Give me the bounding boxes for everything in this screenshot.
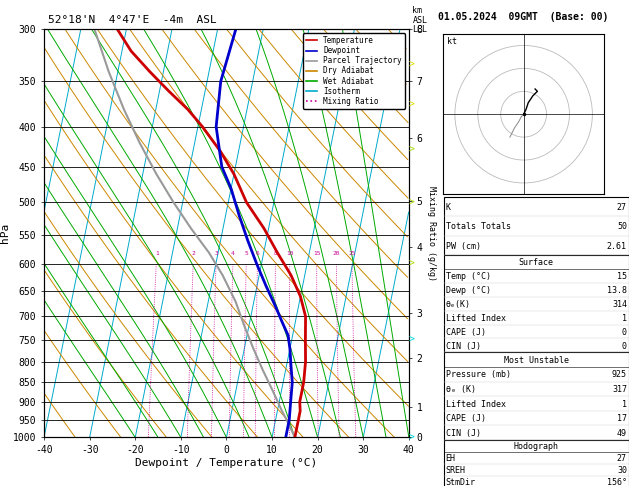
Text: 30: 30 — [617, 466, 627, 475]
Text: >: > — [409, 259, 415, 269]
Text: kt: kt — [447, 36, 457, 46]
Text: Totals Totals: Totals Totals — [446, 223, 511, 231]
Text: 13.8: 13.8 — [607, 286, 627, 295]
Bar — [443, 440, 629, 486]
Text: km
ASL: km ASL — [413, 6, 428, 25]
Text: 15: 15 — [617, 272, 627, 281]
Text: K: K — [446, 203, 450, 212]
Text: 1: 1 — [622, 399, 627, 409]
Text: 10: 10 — [286, 251, 294, 256]
Text: Hodograph: Hodograph — [514, 442, 559, 451]
Text: CIN (J): CIN (J) — [446, 429, 481, 438]
Text: >: > — [409, 197, 415, 208]
Text: 52°18'N  4°47'E  -4m  ASL: 52°18'N 4°47'E -4m ASL — [48, 15, 216, 25]
Text: 2: 2 — [192, 251, 196, 256]
Text: >: > — [409, 335, 415, 345]
Text: 49: 49 — [617, 429, 627, 438]
Text: θₑ(K): θₑ(K) — [446, 300, 470, 309]
Text: Most Unstable: Most Unstable — [504, 356, 569, 365]
Bar — [443, 255, 629, 352]
Text: 20: 20 — [333, 251, 340, 256]
X-axis label: Dewpoint / Temperature (°C): Dewpoint / Temperature (°C) — [135, 458, 318, 468]
Text: 15: 15 — [313, 251, 320, 256]
Text: 6: 6 — [255, 251, 259, 256]
Text: SREH: SREH — [446, 466, 465, 475]
Text: 1: 1 — [155, 251, 159, 256]
Text: >: > — [409, 433, 415, 442]
Text: LCL: LCL — [413, 25, 428, 34]
Text: Lifted Index: Lifted Index — [446, 399, 506, 409]
Text: StmDir: StmDir — [446, 478, 476, 486]
Y-axis label: hPa: hPa — [0, 223, 10, 243]
Text: >: > — [409, 60, 415, 70]
Text: >: > — [409, 100, 415, 110]
Text: CAPE (J): CAPE (J) — [446, 414, 486, 423]
Legend: Temperature, Dewpoint, Parcel Trajectory, Dry Adiabat, Wet Adiabat, Isotherm, Mi: Temperature, Dewpoint, Parcel Trajectory… — [303, 33, 405, 109]
Text: 156°: 156° — [607, 478, 627, 486]
Text: 50: 50 — [617, 223, 627, 231]
Text: 2.61: 2.61 — [607, 242, 627, 251]
Text: θₑ (K): θₑ (K) — [446, 385, 476, 394]
Text: Dewp (°C): Dewp (°C) — [446, 286, 491, 295]
Text: 25: 25 — [348, 251, 355, 256]
Text: Lifted Index: Lifted Index — [446, 314, 506, 323]
Text: 925: 925 — [612, 370, 627, 380]
Text: 314: 314 — [612, 300, 627, 309]
Text: 1: 1 — [622, 314, 627, 323]
Text: PW (cm): PW (cm) — [446, 242, 481, 251]
Text: 27: 27 — [617, 454, 627, 463]
Text: 317: 317 — [612, 385, 627, 394]
Bar — [443, 197, 629, 255]
Text: >: > — [409, 145, 415, 155]
Text: EH: EH — [446, 454, 455, 463]
Text: 17: 17 — [617, 414, 627, 423]
Text: Pressure (mb): Pressure (mb) — [446, 370, 511, 380]
Text: CIN (J): CIN (J) — [446, 342, 481, 350]
Text: 01.05.2024  09GMT  (Base: 00): 01.05.2024 09GMT (Base: 00) — [438, 12, 609, 22]
Bar — [443, 352, 629, 440]
Text: Temp (°C): Temp (°C) — [446, 272, 491, 281]
Text: CAPE (J): CAPE (J) — [446, 328, 486, 337]
Text: 8: 8 — [274, 251, 277, 256]
Text: 3: 3 — [214, 251, 218, 256]
Y-axis label: Mixing Ratio (g/kg): Mixing Ratio (g/kg) — [427, 186, 437, 281]
Text: 5: 5 — [245, 251, 248, 256]
Text: 0: 0 — [622, 342, 627, 350]
Text: 27: 27 — [617, 203, 627, 212]
Text: 4: 4 — [231, 251, 235, 256]
Text: 0: 0 — [622, 328, 627, 337]
Text: Surface: Surface — [519, 258, 554, 267]
